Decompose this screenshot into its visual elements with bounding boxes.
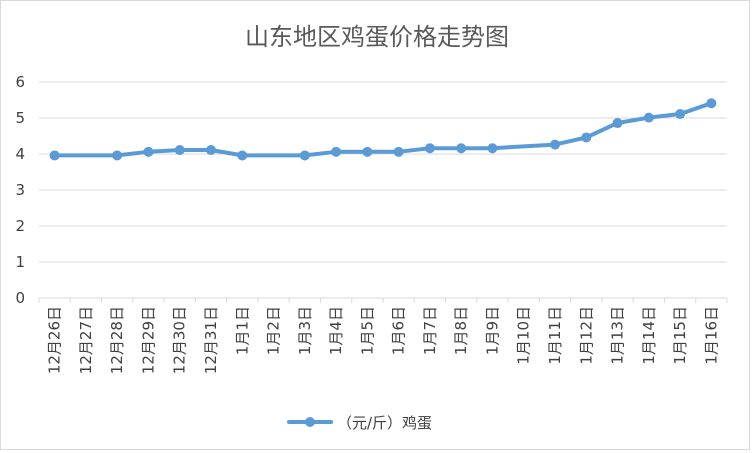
- x-tick-label: 1月12日: [577, 306, 595, 365]
- x-tick-label: 1月5日: [358, 306, 376, 355]
- data-point: [331, 146, 342, 157]
- gridlines: [39, 81, 727, 299]
- x-tick-label: 1月3日: [296, 306, 314, 355]
- data-point: [143, 146, 154, 157]
- data-point: [174, 145, 185, 156]
- y-tick-label: 2: [15, 217, 25, 235]
- x-tick-label: 1月10日: [515, 306, 533, 365]
- x-tick-label: 1月8日: [452, 306, 470, 355]
- y-tick-label: 3: [15, 181, 25, 199]
- x-tick-label: 1月4日: [327, 306, 345, 355]
- x-tick-label: 1月2日: [265, 306, 283, 355]
- data-point: [112, 150, 123, 161]
- data-point: [299, 150, 310, 161]
- data-point: [206, 145, 216, 156]
- x-tick-label: 12月31日: [202, 306, 220, 374]
- x-tick-label: 1月11日: [546, 306, 564, 365]
- x-tick-label: 1月13日: [609, 306, 627, 365]
- data-point: [675, 109, 686, 120]
- data-point: [424, 143, 435, 154]
- y-tick-label: 4: [15, 145, 25, 163]
- y-tick-label: 6: [15, 73, 25, 91]
- x-tick-label: 1月1日: [233, 306, 251, 355]
- x-tick-label: 1月7日: [421, 306, 439, 355]
- x-axis: 12月26日 12月27日 12月28日 12月29日 12月30日 12月31日 1月1日…: [38, 298, 728, 374]
- data-point: [487, 143, 498, 154]
- x-tick-label: 12月30日: [171, 306, 189, 374]
- x-tick-label: 12月29日: [139, 306, 157, 374]
- data-point: [393, 146, 404, 157]
- x-tick-label: 1月16日: [702, 306, 720, 365]
- data-point: [706, 98, 717, 109]
- y-tick-label: 0: [15, 289, 25, 307]
- data-point: [643, 112, 654, 123]
- y-tick-label: 5: [15, 109, 25, 127]
- series-line: [52, 101, 714, 158]
- series-layer: [49, 98, 717, 161]
- data-point: [49, 150, 60, 161]
- x-tick-label: 1月9日: [483, 306, 501, 355]
- legend-swatch-marker: [305, 417, 315, 427]
- data-point: [237, 150, 248, 161]
- chart-title: 山东地区鸡蛋价格走势图: [245, 23, 509, 51]
- data-point: [581, 132, 592, 143]
- legend-label: （元/斤）鸡蛋: [337, 414, 432, 432]
- data-point: [456, 143, 467, 154]
- data-point: [612, 118, 623, 129]
- legend: （元/斤）鸡蛋: [287, 414, 432, 432]
- data-point: [362, 146, 373, 157]
- x-tick-label: 1月14日: [640, 306, 658, 365]
- x-tick-label: 1月6日: [390, 306, 408, 355]
- y-axis-ticks: 0 1 2 3 4 5 6: [15, 73, 25, 307]
- x-tick-label: 12月27日: [77, 306, 95, 374]
- x-tick-label: 12月26日: [46, 306, 64, 374]
- data-point: [550, 139, 560, 150]
- x-tick-label: 12月28日: [108, 306, 126, 374]
- y-tick-label: 1: [15, 253, 25, 271]
- x-tick-label: 1月15日: [671, 306, 689, 365]
